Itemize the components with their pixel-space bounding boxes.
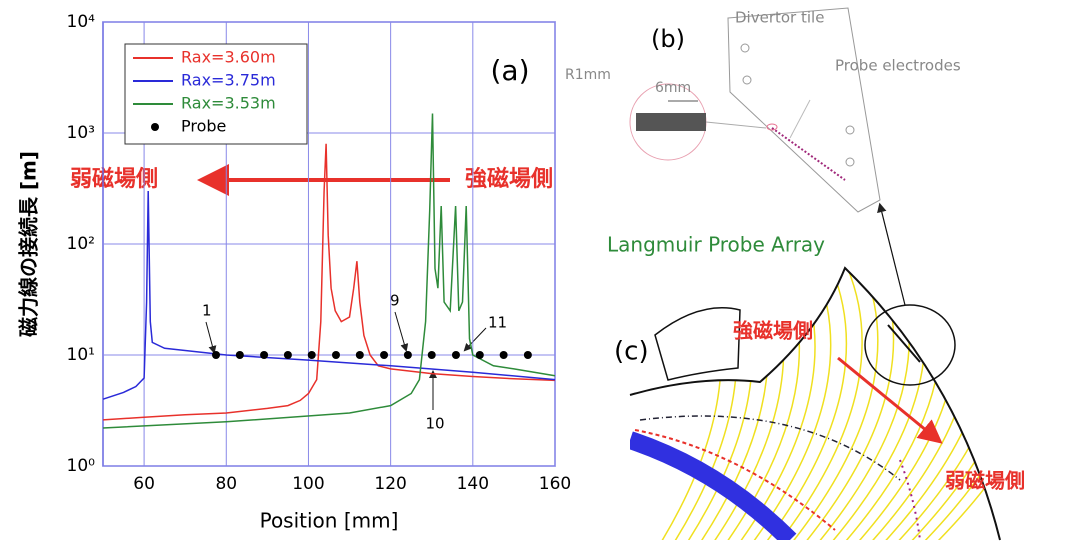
annotation-arrow [394,311,409,352]
legend-label: Rax=3.53m [181,94,276,113]
panel-label: (a) [490,54,529,87]
y-axis-label: 磁力線の接続長 [m] [17,151,41,337]
probe-number: 9 [390,292,400,310]
side-label: 弱磁場側 [945,469,1025,493]
probe-point [380,351,389,359]
diagram-label: Langmuir Probe Array [607,233,825,257]
diagram-label: Probe electrodes [835,57,961,75]
inset-b [629,7,881,213]
probe-point [403,351,412,359]
divertor-tile [727,7,881,213]
legend-label: Rax=3.60m [181,48,276,67]
probe-circle [864,304,956,386]
probe-number: 1 [202,302,212,320]
y-tick-label: 10² [67,234,95,254]
side-label: 強磁場側 [733,319,813,343]
y-tick-label: 10¹ [67,345,95,365]
legend-label: Probe [181,117,226,136]
annotation-arrow [205,321,217,354]
probe-point [451,351,460,359]
probe-number: 11 [488,314,507,332]
probe-point [523,351,532,359]
probe-point [283,351,292,359]
probe-number: 10 [425,415,444,433]
x-tick-label: 120 [374,474,406,494]
y-tick-label: 10⁴ [67,12,96,32]
probe-point [307,351,316,359]
panel-label: (b) [651,25,685,53]
side-label: 強磁場側 [465,166,553,192]
diagram-label: Divertor tile [735,9,824,27]
link-arrow [877,202,906,306]
flux-surfaces [649,268,1000,540]
diagram-label: R1mm [565,67,611,83]
series-line [102,113,556,429]
probe-point [235,351,244,359]
panel-label: (c) [614,337,649,367]
probe-point [427,351,436,359]
y-tick-label: 10⁰ [67,456,96,476]
direction-arrow [837,356,943,444]
x-axis-label: Position [mm] [260,509,399,533]
divertor-plate [654,307,741,381]
probe-array [887,324,921,363]
plot-area [102,113,556,429]
legend-label: Rax=3.75m [181,71,276,90]
annotation-arrow [463,327,487,352]
side-label: 弱磁場側 [70,166,158,192]
x-tick-label: 60 [133,474,155,494]
probe-point [331,351,340,359]
series-line [102,143,556,421]
probe-point [212,351,220,359]
probe-point [355,351,364,359]
x-tick-label: 140 [457,474,489,494]
probe-row [771,127,846,181]
probe-point [475,351,484,359]
series-line [102,190,556,400]
x-tick-label: 160 [539,474,571,494]
x-tick-label: 100 [292,474,324,494]
legend-marker [151,123,159,131]
y-tick-label: 10³ [67,123,95,143]
diagram-label: 6mm [655,80,691,96]
x-tick-label: 80 [215,474,237,494]
plasma-edge [630,415,921,540]
probe-point [499,351,508,359]
vessel-wall [629,266,1001,541]
probe-point [260,351,269,359]
